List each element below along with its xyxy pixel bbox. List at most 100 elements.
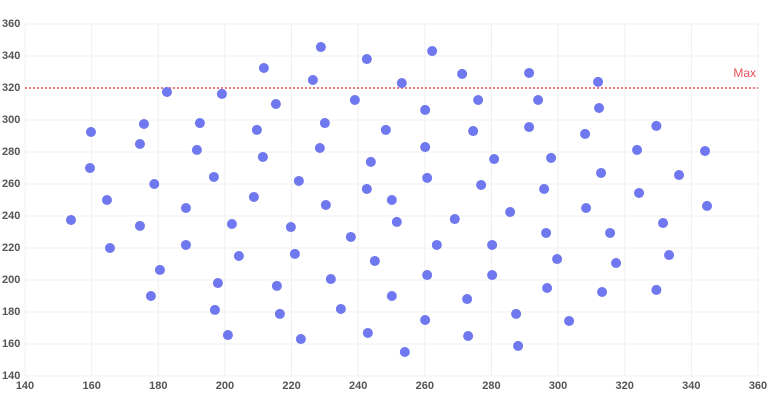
point [546,152,557,163]
point [180,203,191,213]
x-tick-label: 300 [549,380,567,392]
point [524,67,535,78]
point [335,303,346,314]
point [634,187,645,198]
y-tick-label: 220 [2,242,20,254]
point [361,183,372,194]
point [700,146,711,157]
point [251,124,262,135]
point [511,308,522,319]
point [427,46,438,57]
point [380,124,391,135]
point [468,126,479,137]
y-tick-label: 320 [2,82,20,94]
point [361,54,372,65]
point [596,167,607,178]
point [674,170,685,181]
y-tick-label: 280 [2,146,20,158]
point [134,220,145,231]
point [191,144,202,155]
point [476,179,487,190]
point [541,227,552,238]
point [651,120,662,131]
y-tick-label: 200 [2,274,20,286]
point [542,283,553,293]
point [209,304,220,315]
y-tick-label: 360 [2,18,20,30]
point [462,294,473,305]
point [161,87,172,97]
point [270,99,281,109]
reference-label: Max [733,66,756,80]
point [396,78,407,89]
point [449,214,460,225]
point [420,104,431,115]
point [605,227,616,238]
point [473,95,484,105]
point [345,231,356,242]
point [487,270,498,281]
x-tick-label: 200 [216,380,234,392]
point [145,291,156,301]
point [505,207,516,217]
point [552,254,563,265]
point [362,327,373,338]
point [307,75,318,85]
point [138,119,149,129]
point [420,315,431,325]
y-tick-label: 300 [2,114,20,126]
point [208,171,219,182]
point [319,118,330,129]
point [658,218,669,229]
point [274,308,285,319]
point [487,239,498,250]
point [581,203,592,213]
point [533,95,544,105]
point [386,291,397,301]
y-tick-label: 260 [2,178,20,190]
point [399,347,410,357]
point [420,142,431,153]
point [593,76,604,87]
point [293,175,304,186]
x-tick-label: 360 [749,380,767,392]
x-tick-label: 160 [82,380,100,392]
point [222,330,233,341]
point [180,239,191,250]
point [285,222,296,233]
point [463,331,474,341]
y-tick-label: 240 [2,210,20,222]
point [85,127,96,137]
point [65,215,76,225]
x-tick-label: 140 [16,380,34,392]
point [391,216,402,227]
x-tick-label: 240 [349,380,367,392]
point [564,315,575,326]
point [632,144,643,155]
x-tick-label: 260 [416,380,434,392]
point [457,68,468,79]
point [365,156,376,167]
x-tick-label: 320 [616,380,634,392]
point [134,139,145,149]
point [539,183,550,194]
point [489,154,500,165]
y-tick-label: 140 [2,370,20,382]
point [349,95,360,105]
point [104,243,115,253]
point [597,287,608,297]
point [216,88,227,99]
point [212,278,223,289]
point [651,284,662,295]
point [664,250,675,261]
point [320,199,331,210]
point [422,172,433,183]
x-tick-label: 220 [282,380,300,392]
point [258,63,269,73]
point [594,103,605,113]
point [226,219,237,229]
point [513,340,524,351]
point [580,128,591,139]
